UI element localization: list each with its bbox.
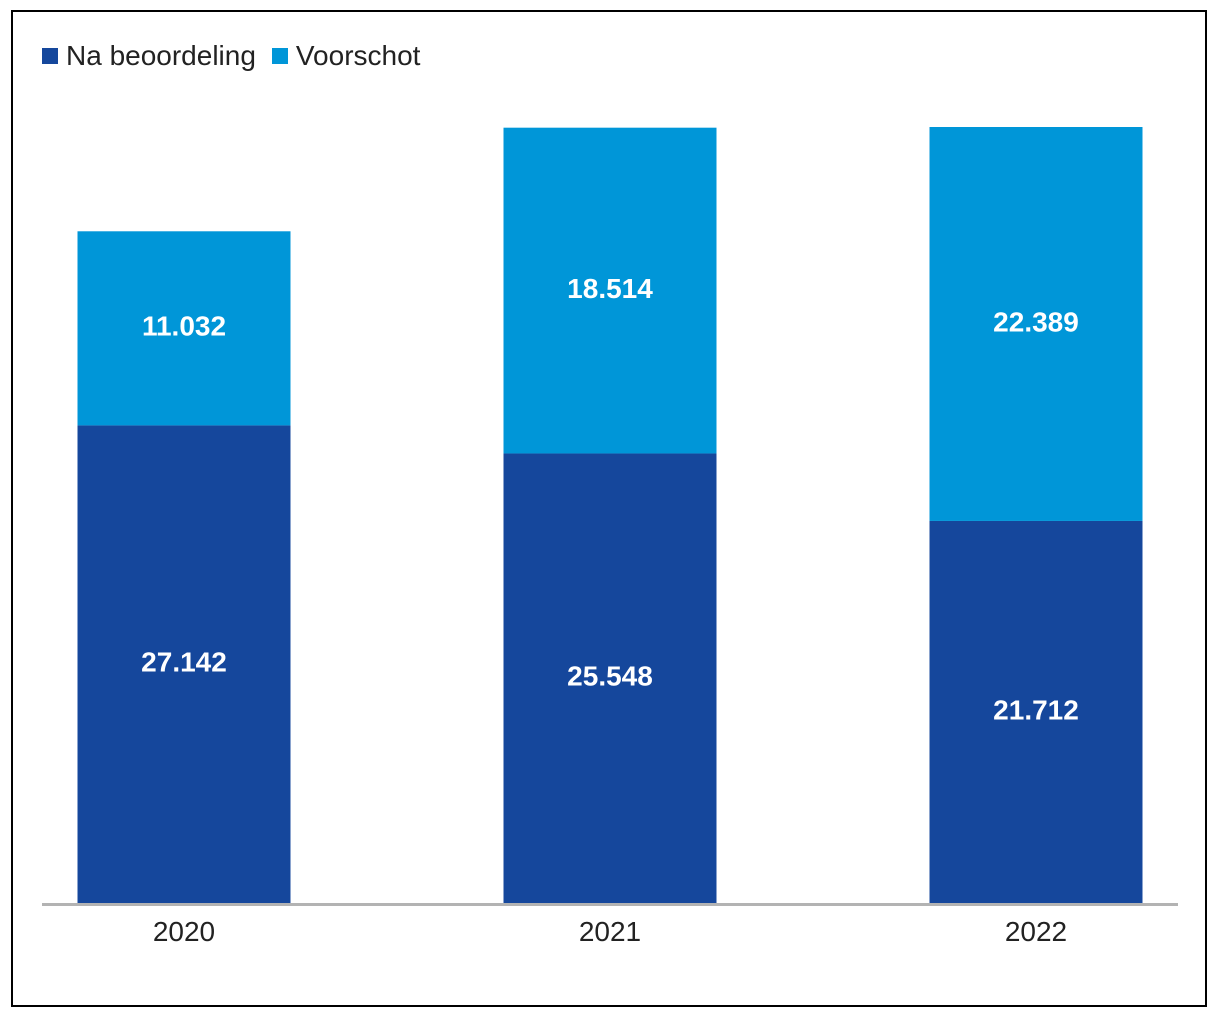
data-label-voorschot-2021: 18.514 — [567, 273, 653, 304]
legend-label-voorschot: Voorschot — [295, 40, 421, 71]
legend-swatch-voorschot — [271, 48, 288, 64]
data-label-na-beoordeling-2021: 25.548 — [567, 661, 653, 692]
bar-na-beoordeling-2020 — [77, 425, 291, 903]
legend: Na beoordeling Voorschot — [42, 40, 420, 72]
legend-swatch-na-beoordeling — [42, 48, 58, 64]
bar-na-beoordeling-2022 — [929, 520, 1143, 903]
legend-item-na-beoordeling: Na beoordeling — [42, 40, 256, 72]
x-tick-label-2020: 2020 — [153, 916, 215, 947]
data-label-na-beoordeling-2020: 27.142 — [141, 647, 227, 678]
data-label-voorschot-2022: 22.389 — [993, 306, 1079, 337]
legend-label-na-beoordeling: Na beoordeling — [66, 40, 256, 71]
x-tick-label-2022: 2022 — [1005, 916, 1067, 947]
bar-voorschot-2020 — [77, 231, 291, 426]
bar-voorschot-2022 — [929, 127, 1143, 521]
bar-na-beoordeling-2021 — [503, 453, 717, 903]
legend-item-voorschot: Voorschot — [271, 40, 421, 72]
data-label-na-beoordeling-2022: 21.712 — [993, 694, 1079, 725]
x-tick-label-2021: 2021 — [579, 916, 641, 947]
data-label-voorschot-2020: 11.032 — [142, 311, 226, 342]
bar-voorschot-2021 — [503, 127, 717, 454]
